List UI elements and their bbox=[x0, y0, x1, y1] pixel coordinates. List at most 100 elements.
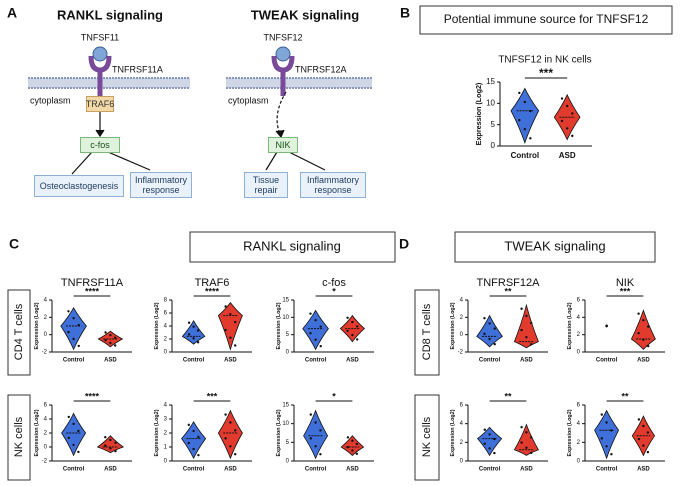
y-tick-label: 2 bbox=[460, 440, 464, 446]
dot bbox=[67, 310, 70, 313]
dot bbox=[114, 336, 117, 339]
dot bbox=[520, 425, 523, 429]
dot bbox=[571, 134, 574, 138]
dot bbox=[637, 312, 640, 315]
dot bbox=[610, 453, 613, 456]
y-axis-label: Expression (Log2) bbox=[450, 302, 456, 349]
dot bbox=[355, 452, 359, 455]
dot bbox=[483, 317, 486, 320]
dot bbox=[77, 429, 80, 433]
dot bbox=[525, 446, 528, 449]
y-tick-label: -2 bbox=[42, 459, 48, 465]
dot bbox=[488, 322, 491, 325]
dot bbox=[109, 447, 112, 450]
violin bbox=[513, 423, 539, 456]
dot bbox=[197, 453, 200, 457]
significance: ** bbox=[504, 286, 512, 296]
dot bbox=[605, 421, 608, 424]
dot bbox=[560, 97, 564, 100]
y-tick-label: 4 bbox=[44, 417, 48, 423]
y-tick-label: 10 bbox=[282, 421, 289, 427]
dot bbox=[642, 444, 645, 447]
dot bbox=[610, 429, 613, 432]
dot bbox=[351, 449, 354, 452]
significance: * bbox=[332, 286, 336, 296]
y-tick-label: 0 bbox=[44, 445, 48, 451]
y-axis-label: Expression (Log2) bbox=[276, 302, 282, 349]
dot bbox=[224, 328, 227, 332]
dot bbox=[109, 438, 112, 442]
x-tick-label: Control bbox=[305, 358, 327, 364]
dot bbox=[355, 442, 359, 446]
factor-box: c-fos bbox=[80, 137, 120, 153]
dot bbox=[493, 327, 496, 330]
y-tick-label: 0 bbox=[164, 459, 168, 465]
dot bbox=[483, 428, 486, 431]
x-tick-label: ASD bbox=[346, 467, 359, 473]
row-label: CD4 T cells bbox=[13, 303, 25, 360]
cytoplasm-label: cytoplasm bbox=[228, 95, 269, 105]
significance: ** bbox=[504, 391, 512, 401]
violin bbox=[513, 303, 539, 349]
panel-header: Potential immune source for TNFSF12 bbox=[444, 12, 649, 26]
dot bbox=[483, 442, 486, 445]
outcome-box: Inflammatory response bbox=[300, 172, 366, 198]
y-tick-label: 0 bbox=[164, 350, 168, 356]
y-tick-label: 6 bbox=[577, 298, 581, 304]
dot bbox=[525, 431, 528, 434]
violin bbox=[510, 87, 540, 145]
violin bbox=[630, 309, 656, 350]
violin bbox=[594, 409, 620, 460]
dot bbox=[234, 320, 237, 324]
dot bbox=[114, 344, 117, 347]
dot bbox=[72, 443, 75, 447]
dot bbox=[351, 320, 354, 324]
y-tick-label: 15 bbox=[282, 298, 289, 304]
ligand-label: TNFSF12 bbox=[263, 32, 302, 42]
dot bbox=[309, 437, 312, 440]
dot bbox=[319, 453, 322, 456]
dot bbox=[483, 332, 486, 335]
x-tick-label: Control bbox=[63, 358, 85, 364]
dot bbox=[605, 445, 608, 448]
dot bbox=[229, 336, 232, 339]
dot bbox=[525, 335, 528, 339]
dot bbox=[104, 331, 107, 334]
receptor-label: TNFRSF12A bbox=[295, 64, 347, 74]
pathway-title: RANKL signaling bbox=[57, 7, 163, 22]
violin bbox=[61, 412, 87, 457]
dot bbox=[637, 331, 640, 335]
y-axis-label: Expression (Log2) bbox=[450, 409, 456, 456]
dot bbox=[529, 109, 532, 113]
y-axis-label: Expression (Log2) bbox=[154, 302, 160, 349]
dot bbox=[72, 317, 75, 320]
dot bbox=[642, 318, 645, 322]
x-tick-label: Control bbox=[511, 151, 539, 160]
y-tick-label: 0 bbox=[491, 141, 496, 150]
y-tick-label: 4 bbox=[164, 403, 168, 409]
receptor-label: TNFRSF11A bbox=[112, 64, 163, 74]
x-tick-label: ASD bbox=[520, 467, 533, 473]
dot bbox=[520, 328, 523, 332]
dot bbox=[187, 321, 191, 324]
receptor bbox=[88, 55, 295, 96]
x-tick-label: ASD bbox=[559, 151, 576, 160]
dot bbox=[72, 422, 75, 426]
y-tick-label: 2 bbox=[164, 337, 168, 343]
column-title: c-fos bbox=[322, 277, 346, 289]
x-tick-label: Control bbox=[596, 467, 618, 473]
dot bbox=[229, 445, 232, 448]
dot bbox=[319, 325, 322, 328]
dot bbox=[530, 451, 533, 455]
plot-title: TNFSF12 in NK cells bbox=[498, 55, 591, 66]
dot bbox=[319, 344, 322, 348]
panel-label: D bbox=[399, 236, 409, 252]
y-axis-label: Expression (Log2) bbox=[276, 409, 282, 456]
y-tick-label: 2 bbox=[460, 315, 464, 321]
y-tick-label: 0 bbox=[577, 459, 581, 465]
dot bbox=[351, 333, 354, 337]
dot bbox=[67, 330, 70, 334]
dot bbox=[314, 445, 317, 448]
dot bbox=[560, 119, 564, 123]
dot bbox=[530, 436, 533, 439]
